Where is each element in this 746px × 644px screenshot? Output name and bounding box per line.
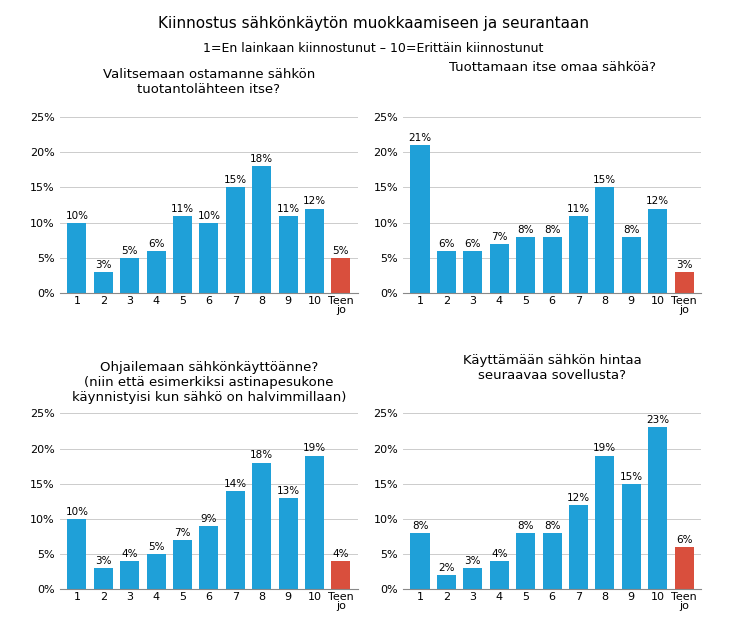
Text: 12%: 12% <box>567 493 590 503</box>
Bar <box>331 258 351 293</box>
Text: 23%: 23% <box>646 415 669 425</box>
Bar <box>489 561 509 589</box>
Text: 19%: 19% <box>303 444 326 453</box>
Bar <box>278 498 298 589</box>
Text: 6%: 6% <box>676 535 692 545</box>
Text: 1=En lainkaan kiinnostunut – 10=Erittäin kiinnostunut: 1=En lainkaan kiinnostunut – 10=Erittäin… <box>203 42 543 55</box>
Text: 15%: 15% <box>620 471 643 482</box>
Text: 10%: 10% <box>66 211 88 220</box>
Text: 8%: 8% <box>544 521 560 531</box>
Bar <box>489 244 509 293</box>
Bar <box>331 561 351 589</box>
Text: 4%: 4% <box>491 549 507 559</box>
Text: 8%: 8% <box>518 225 534 234</box>
Bar <box>94 272 113 293</box>
Bar <box>410 533 430 589</box>
Text: Ohjailemaan sähkönkäyttöänne?
(niin että esimerkiksi astinapesukone
käynnistyisi: Ohjailemaan sähkönkäyttöänne? (niin että… <box>72 361 346 404</box>
Text: 12%: 12% <box>303 196 326 207</box>
Text: 10%: 10% <box>66 507 88 516</box>
Bar <box>463 568 483 589</box>
Text: 6%: 6% <box>465 239 481 249</box>
Bar <box>595 455 615 589</box>
Text: 15%: 15% <box>224 175 247 185</box>
Text: 8%: 8% <box>412 521 428 531</box>
Text: 3%: 3% <box>95 556 111 566</box>
Text: 8%: 8% <box>518 521 534 531</box>
Bar <box>94 568 113 589</box>
Text: Valitsemaan ostamanne sähkön
tuotantolähteen itse?: Valitsemaan ostamanne sähkön tuotantoläh… <box>103 68 315 95</box>
Text: 13%: 13% <box>277 486 300 496</box>
Bar <box>648 428 667 589</box>
Text: 11%: 11% <box>567 204 590 214</box>
Text: 11%: 11% <box>171 204 194 214</box>
Text: Kiinnostus sähkönkäytön muokkaamiseen ja seurantaan: Kiinnostus sähkönkäytön muokkaamiseen ja… <box>157 16 589 31</box>
Bar <box>674 547 694 589</box>
Bar <box>278 216 298 293</box>
Bar <box>542 533 562 589</box>
Bar <box>146 554 166 589</box>
Text: 7%: 7% <box>175 528 191 538</box>
Text: 6%: 6% <box>148 239 164 249</box>
Bar <box>674 272 694 293</box>
Bar <box>226 491 245 589</box>
Bar <box>120 561 140 589</box>
Bar <box>516 237 535 293</box>
Text: 4%: 4% <box>333 549 349 559</box>
Bar <box>542 237 562 293</box>
Bar <box>305 209 324 293</box>
Bar <box>595 187 615 293</box>
Text: 7%: 7% <box>491 232 507 242</box>
Bar <box>146 251 166 293</box>
Text: 9%: 9% <box>201 514 217 524</box>
Text: 2%: 2% <box>438 563 454 573</box>
Text: 6%: 6% <box>438 239 454 249</box>
Bar <box>305 455 324 589</box>
Bar <box>252 462 272 589</box>
Text: 3%: 3% <box>676 260 692 270</box>
Text: 11%: 11% <box>277 204 300 214</box>
Bar <box>437 251 456 293</box>
Bar <box>516 533 535 589</box>
Text: 8%: 8% <box>544 225 560 234</box>
Bar <box>569 216 588 293</box>
Text: 18%: 18% <box>250 155 273 164</box>
Bar <box>173 540 192 589</box>
Bar <box>648 209 667 293</box>
Text: 8%: 8% <box>623 225 639 234</box>
Bar <box>67 223 87 293</box>
Bar <box>173 216 192 293</box>
Text: Tuottamaan itse omaa sähköä?: Tuottamaan itse omaa sähköä? <box>448 61 656 74</box>
Bar <box>199 526 219 589</box>
Text: 14%: 14% <box>224 478 247 489</box>
Bar <box>199 223 219 293</box>
Bar <box>569 505 588 589</box>
Text: 3%: 3% <box>465 556 481 566</box>
Text: 5%: 5% <box>148 542 164 552</box>
Bar <box>621 237 641 293</box>
Text: 21%: 21% <box>409 133 432 143</box>
Bar <box>463 251 483 293</box>
Text: 3%: 3% <box>95 260 111 270</box>
Text: 4%: 4% <box>122 549 138 559</box>
Bar <box>252 166 272 293</box>
Text: 15%: 15% <box>593 175 616 185</box>
Bar <box>621 484 641 589</box>
Text: 19%: 19% <box>593 444 616 453</box>
Bar <box>437 575 456 589</box>
Text: 5%: 5% <box>333 246 349 256</box>
Text: 10%: 10% <box>198 211 220 220</box>
Text: Käyttämään sähkön hintaa
seuraavaa sovellusta?: Käyttämään sähkön hintaa seuraavaa sovel… <box>463 354 642 382</box>
Bar <box>120 258 140 293</box>
Bar <box>226 187 245 293</box>
Text: 12%: 12% <box>646 196 669 207</box>
Bar <box>410 146 430 293</box>
Text: 18%: 18% <box>250 451 273 460</box>
Bar <box>67 519 87 589</box>
Text: 5%: 5% <box>122 246 138 256</box>
